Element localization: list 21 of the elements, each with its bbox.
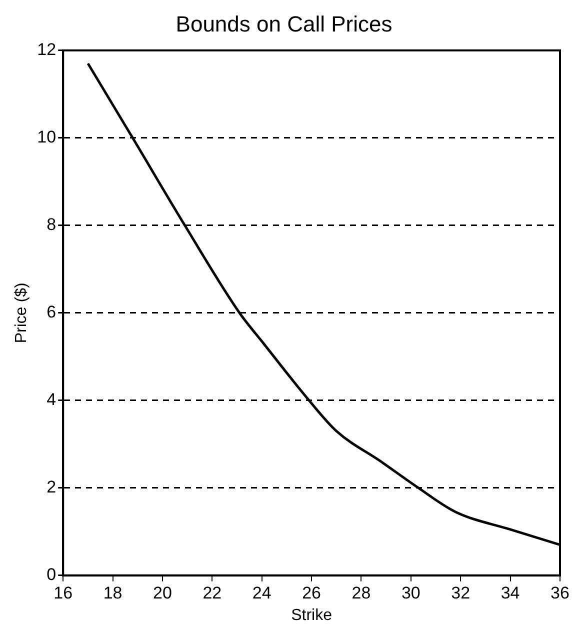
y-tick-label: 6: [46, 302, 56, 322]
x-tick-label: 28: [352, 583, 371, 602]
x-tick-label: 20: [153, 583, 172, 602]
y-tick-label: 0: [46, 565, 56, 584]
x-tick-label: 26: [302, 583, 322, 602]
x-tick-label: 34: [500, 583, 520, 602]
x-tick-label: 18: [103, 583, 122, 602]
y-tick-label: 8: [46, 215, 56, 234]
y-axis-title: Price ($): [13, 282, 30, 344]
y-tick-label: 10: [37, 128, 56, 147]
x-tick-label: 16: [54, 583, 73, 602]
chart-title: Bounds on Call Prices: [176, 11, 392, 36]
x-tick-label: 30: [401, 583, 420, 602]
x-tick-label: 22: [202, 583, 222, 602]
y-tick-label: 12: [37, 40, 56, 60]
x-tick-label: 36: [550, 583, 570, 602]
y-tick-label: 2: [46, 478, 56, 497]
x-axis-title: Strike: [291, 606, 332, 624]
x-tick-label: 32: [451, 583, 470, 602]
x-tick-label: 24: [252, 583, 272, 602]
y-tick-label: 4: [46, 390, 56, 410]
